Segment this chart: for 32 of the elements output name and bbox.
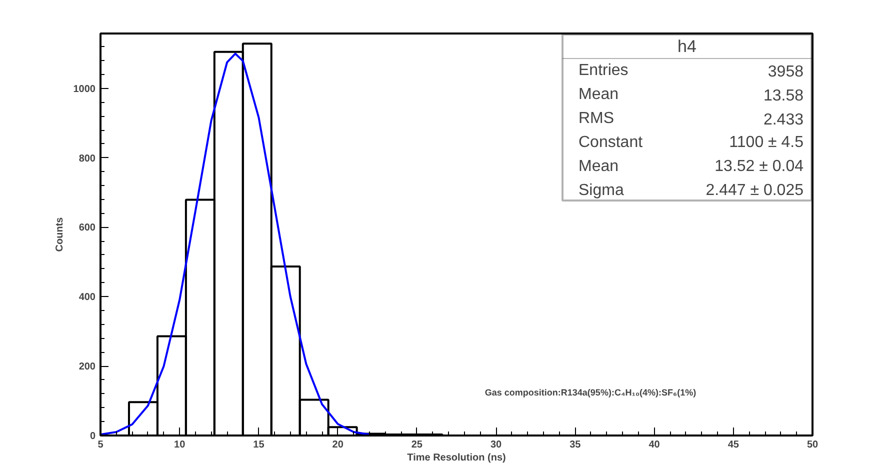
y-tick-label: 400 <box>78 292 96 304</box>
y-tick-label: 0 <box>90 431 96 442</box>
y-tick-label: 600 <box>78 222 96 234</box>
annotation: h4 <box>678 37 696 56</box>
x-tick-label: 25 <box>411 440 423 450</box>
annotation: Mean <box>578 158 619 175</box>
y-tick-label: 800 <box>78 153 96 164</box>
y-axis-title: Counts <box>54 216 66 252</box>
x-tick-label: 30 <box>490 440 502 450</box>
annotation: 13.52 ± 0.04 <box>714 158 804 175</box>
x-tick-label: 35 <box>570 440 582 450</box>
x-tick-label: 45 <box>728 440 740 450</box>
x-tick-label: 40 <box>648 440 660 450</box>
annotation: Gas composition:R134a(95%):C₄H₁₀(4%):SF₆(1%) <box>484 388 696 398</box>
annotation: 3958 <box>768 64 804 80</box>
annotation: 1100 ± 4.5 <box>729 134 804 151</box>
x-tick-label: 15 <box>253 440 265 450</box>
annotation: Mean <box>578 86 619 103</box>
x-tick-label: 5 <box>98 440 104 450</box>
annotation: 2.447 ± 0.025 <box>706 182 804 199</box>
x-tick-label: 10 <box>174 440 186 450</box>
y-tick-label: 1000 <box>73 84 96 95</box>
annotation: RMS <box>578 110 614 127</box>
annotation: Sigma <box>578 182 624 199</box>
x-tick-label: 20 <box>332 440 344 450</box>
x-axis-title: Time Resolution (ns) <box>407 452 506 464</box>
y-tick-label: 200 <box>78 362 96 373</box>
annotation: Entries <box>578 62 628 79</box>
annotation: Constant <box>578 134 644 151</box>
x-tick-label: 50 <box>806 440 818 450</box>
annotation: 2.433 <box>763 112 804 128</box>
annotation: 13.58 <box>763 88 804 104</box>
